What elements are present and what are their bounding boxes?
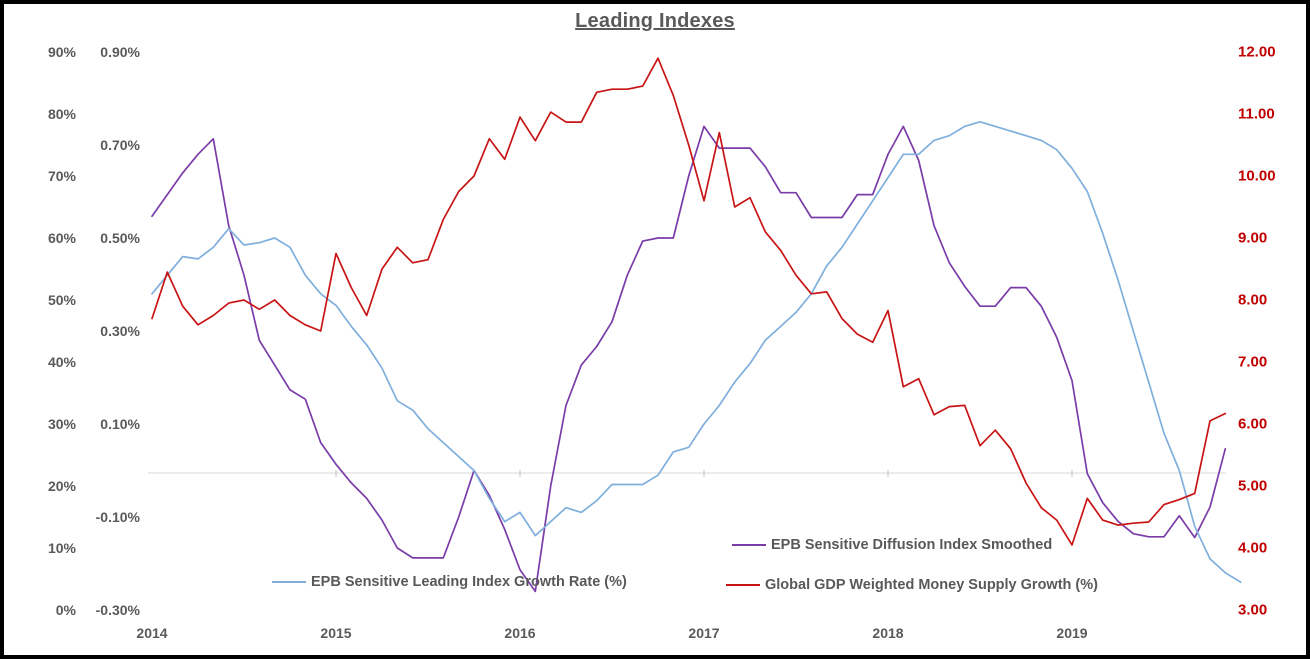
left-inner-tick-label: 0.30% [100, 323, 140, 339]
legend-item-diffusion: EPB Sensitive Diffusion Index Smoothed [732, 537, 1052, 553]
left-inner-tick-label: 0.10% [100, 416, 140, 432]
money-supply-line [151, 57, 1227, 546]
left-inner-tick-label: -0.10% [95, 509, 140, 525]
legend-label: Global GDP Weighted Money Supply Growth … [765, 577, 1098, 593]
money-line-swatch-icon [726, 584, 760, 586]
left-outer-tick-label: 80% [47, 106, 76, 122]
right-tick-label: 7.00 [1238, 353, 1268, 371]
right-tick-label: 10.00 [1238, 167, 1276, 185]
left-outer-tick-label: 90% [47, 44, 76, 60]
right-tick-label: 4.00 [1238, 539, 1268, 557]
right-tick-label: 8.00 [1238, 291, 1268, 309]
leading-line-swatch-icon [272, 581, 306, 583]
right-tick-label: 12.00 [1238, 43, 1276, 61]
right-tick-label: 9.00 [1238, 229, 1268, 247]
legend-item-leading: EPB Sensitive Leading Index Growth Rate … [272, 574, 627, 590]
right-tick-label: 6.00 [1238, 415, 1268, 433]
left-inner-tick-label: 0.70% [100, 137, 140, 153]
left-outer-tick-label: 0% [55, 602, 76, 618]
plot-area [148, 57, 1242, 593]
legend-label: EPB Sensitive Leading Index Growth Rate … [311, 574, 627, 590]
left-outer-tick-label: 10% [47, 540, 76, 556]
legend-item-money: Global GDP Weighted Money Supply Growth … [726, 577, 1098, 593]
x-axis-year-label: 2019 [1056, 625, 1088, 641]
chart-title: Leading Indexes [575, 10, 735, 32]
right-tick-label: 3.00 [1238, 601, 1268, 619]
left-inner-tick-label: 0.90% [100, 44, 140, 60]
left-outer-tick-label: 70% [47, 168, 76, 184]
right-tick-label: 11.00 [1238, 105, 1275, 123]
left-inner-tick-label: -0.30% [95, 602, 140, 618]
left-outer-tick-label: 60% [47, 230, 76, 246]
left-outer-tick-label: 50% [47, 292, 76, 308]
x-axis-year-label: 2014 [136, 625, 168, 641]
right-tick-label: 5.00 [1238, 477, 1268, 495]
left-outer-tick-label: 20% [47, 478, 76, 494]
leading-index-line [151, 120, 1242, 583]
left-outer-tick-label: 40% [47, 354, 76, 370]
left-outer-tick-label: 30% [47, 416, 76, 432]
x-axis-year-label: 2017 [688, 625, 720, 641]
x-axis-year-label: 2016 [504, 625, 536, 641]
diffusion-line-swatch-icon [732, 544, 766, 546]
x-axis-year-label: 2018 [872, 625, 904, 641]
legend-label: EPB Sensitive Diffusion Index Smoothed [771, 537, 1053, 553]
left-inner-tick-label: 0.50% [100, 230, 140, 246]
diffusion-index-line [151, 125, 1227, 593]
x-axis-year-label: 2015 [320, 625, 352, 641]
